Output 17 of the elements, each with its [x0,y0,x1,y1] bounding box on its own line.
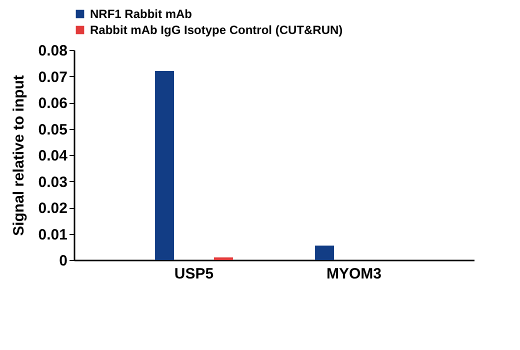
y-tick-label: 0.03 [38,174,68,191]
x-tick-label: USP5 [174,266,214,282]
bar [315,246,334,260]
y-axis-title: Signal relative to input [10,75,28,236]
bar [155,71,174,260]
y-tick-label: 0.04 [38,148,68,164]
x-tick-label: MYOM3 [326,266,382,282]
legend-label: Rabbit mAb IgG Isotype Control (CUT&RUN) [90,23,343,37]
bar [214,257,233,260]
legend-label: NRF1 Rabbit mAb [90,7,192,21]
y-tick-label: 0.02 [38,200,68,217]
y-tick-label: 0 [59,252,68,270]
y-tick-label: 0.07 [38,68,68,86]
y-tick-label: 0.08 [38,42,68,60]
y-tick-label: 0.06 [38,95,68,112]
y-tick-label: 0.05 [38,121,68,138]
y-tick-label: 0.01 [38,226,68,244]
